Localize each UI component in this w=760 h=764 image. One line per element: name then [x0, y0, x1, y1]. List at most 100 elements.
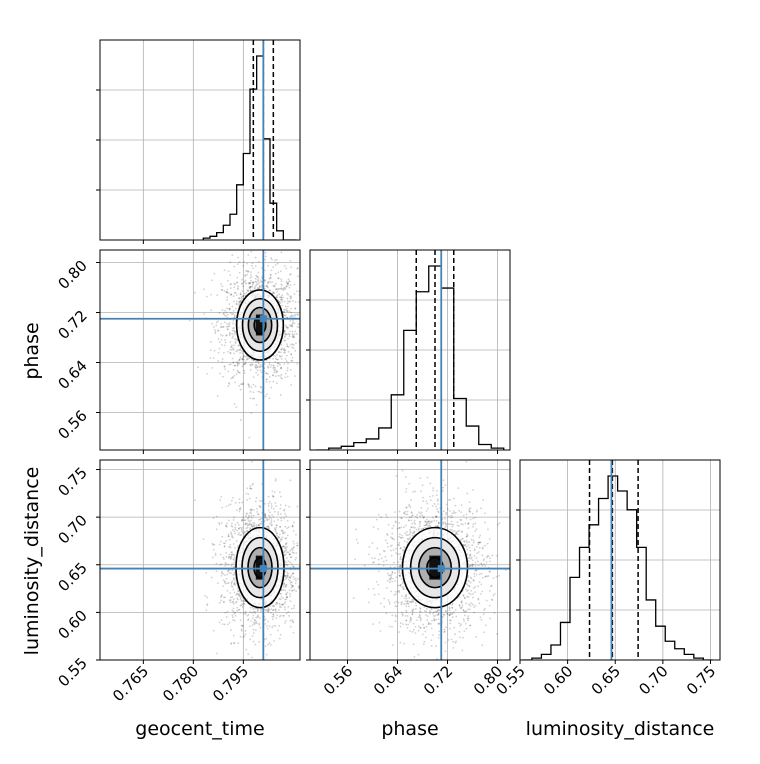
scatter-point — [282, 597, 284, 599]
scatter-point — [278, 625, 280, 627]
scatter-point — [470, 519, 472, 521]
scatter-point — [240, 299, 242, 301]
scatter-point — [238, 345, 240, 347]
scatter-point — [449, 612, 451, 614]
scatter-point — [233, 589, 235, 591]
scatter-point — [216, 652, 218, 654]
scatter-point — [474, 575, 476, 577]
scatter-point — [271, 503, 273, 505]
scatter-point — [460, 623, 462, 625]
scatter-point — [276, 259, 278, 261]
scatter-point — [279, 491, 281, 493]
truth-marker — [260, 565, 267, 572]
scatter-point — [400, 622, 402, 624]
scatter-point — [295, 552, 297, 554]
scatter-point — [219, 622, 221, 624]
scatter-point — [272, 516, 274, 518]
scatter-point — [474, 586, 476, 588]
scatter-point — [294, 330, 296, 332]
scatter-point — [271, 490, 273, 492]
scatter-point — [469, 609, 471, 611]
scatter-point — [401, 595, 403, 597]
scatter-point — [233, 310, 235, 312]
scatter-point — [448, 499, 450, 501]
scatter-point — [231, 306, 233, 308]
scatter-point — [283, 586, 285, 588]
scatter-point — [236, 607, 238, 609]
scatter-point — [260, 366, 262, 368]
scatter-point — [486, 600, 488, 602]
scatter-point — [287, 606, 289, 608]
scatter-point — [281, 344, 283, 346]
scatter-point — [453, 611, 455, 613]
scatter-point — [272, 266, 274, 268]
scatter-point — [224, 368, 226, 370]
scatter-point — [269, 501, 271, 503]
scatter-point — [292, 357, 294, 359]
scatter-point — [376, 581, 378, 583]
scatter-point — [205, 572, 207, 574]
scatter-point — [297, 506, 299, 508]
scatter-point — [246, 487, 248, 489]
scatter-point — [270, 644, 272, 646]
scatter-point — [222, 623, 224, 625]
scatter-point — [287, 284, 289, 286]
scatter-point — [455, 609, 457, 611]
scatter-point — [272, 375, 274, 377]
scatter-point — [268, 505, 270, 507]
scatter-point — [462, 524, 464, 526]
scatter-point — [427, 508, 429, 510]
scatter-point — [232, 323, 234, 325]
scatter-point — [288, 351, 290, 353]
scatter-point — [234, 527, 236, 529]
scatter-point — [385, 612, 387, 614]
scatter-point — [288, 278, 290, 280]
scatter-point — [251, 265, 253, 267]
scatter-point — [281, 280, 283, 282]
scatter-point — [239, 527, 241, 529]
scatter-point — [224, 314, 226, 316]
scatter-point — [274, 511, 276, 513]
scatter-point — [238, 349, 240, 351]
scatter-point — [488, 555, 490, 557]
scatter-point — [238, 532, 240, 534]
scatter-point — [279, 638, 281, 640]
scatter-point — [286, 370, 288, 372]
scatter-point — [443, 614, 445, 616]
scatter-point — [250, 280, 252, 282]
scatter-point — [276, 533, 278, 535]
scatter-point — [394, 511, 396, 513]
scatter-point — [414, 632, 416, 634]
scatter-point — [292, 525, 294, 527]
scatter-point — [374, 594, 376, 596]
scatter-point — [269, 376, 271, 378]
scatter-point — [466, 518, 468, 520]
scatter-point — [474, 517, 476, 519]
scatter-point — [418, 529, 420, 531]
scatter-point — [269, 642, 271, 644]
scatter-point — [274, 527, 276, 529]
scatter-point — [203, 538, 205, 540]
scatter-point — [455, 512, 457, 514]
scatter-point — [287, 376, 289, 378]
scatter-point — [253, 376, 255, 378]
scatter-point — [245, 649, 247, 651]
scatter-point — [253, 515, 255, 517]
scatter-point — [273, 605, 275, 607]
scatter-point — [220, 326, 222, 328]
scatter-point — [271, 507, 273, 509]
scatter-point — [274, 529, 276, 531]
scatter-point — [404, 511, 406, 513]
scatter-point — [203, 288, 205, 290]
scatter-point — [265, 256, 267, 258]
scatter-point — [265, 645, 267, 647]
scatter-point — [451, 638, 453, 640]
scatter-point — [273, 364, 275, 366]
scatter-point — [281, 299, 283, 301]
scatter-point — [221, 507, 223, 509]
scatter-point — [295, 557, 297, 559]
scatter-point — [280, 634, 282, 636]
scatter-point — [442, 522, 444, 524]
scatter-point — [237, 257, 239, 259]
